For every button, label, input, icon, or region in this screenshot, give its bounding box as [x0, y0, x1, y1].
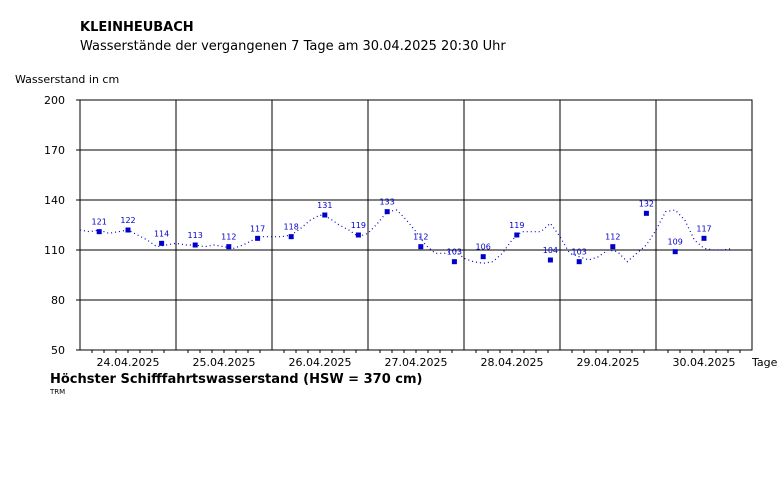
- data-point-label: 103: [447, 248, 462, 257]
- data-point-marker: [547, 257, 553, 263]
- x-tick-label: 25.04.2025: [193, 356, 256, 369]
- data-point-label: 112: [413, 233, 428, 242]
- data-point-label: 118: [284, 223, 299, 232]
- data-point-marker: [643, 210, 649, 216]
- data-point-label: 117: [250, 224, 265, 233]
- x-tick-label: 24.04.2025: [97, 356, 160, 369]
- data-point-label: 131: [317, 201, 332, 210]
- y-tick-label: 80: [51, 294, 65, 307]
- data-point-label: 133: [380, 198, 395, 207]
- data-point-marker: [576, 259, 582, 265]
- x-tick-label: 27.04.2025: [385, 356, 448, 369]
- y-axis-label: Wasserstand in cm: [15, 73, 120, 86]
- x-tick-label: 28.04.2025: [481, 356, 544, 369]
- y-tick-label: 110: [44, 244, 65, 257]
- data-point-label: 106: [476, 243, 491, 252]
- data-point-marker: [288, 234, 294, 240]
- data-point-label: 112: [605, 233, 620, 242]
- y-tick-label: 200: [44, 94, 65, 107]
- data-point-marker: [701, 235, 707, 241]
- data-point-marker: [192, 242, 198, 248]
- y-tick-label: 50: [51, 344, 65, 357]
- data-point-label: 112: [221, 233, 236, 242]
- data-point-marker: [451, 259, 457, 265]
- data-point-marker: [159, 240, 165, 246]
- x-tick-label: 30.04.2025: [673, 356, 736, 369]
- y-tick-label: 170: [44, 144, 65, 157]
- data-point-marker: [226, 244, 232, 250]
- data-point-marker: [255, 235, 261, 241]
- data-point-label: 117: [696, 224, 711, 233]
- data-point-label: 109: [668, 238, 683, 247]
- plot-frame: [79, 99, 753, 351]
- data-point-marker: [384, 209, 390, 215]
- data-point-label: 132: [639, 199, 654, 208]
- data-point-marker: [322, 212, 328, 218]
- data-point-label: 113: [188, 231, 203, 240]
- x-tick-label: 26.04.2025: [289, 356, 352, 369]
- data-point-marker: [355, 232, 361, 238]
- water-level-line: [79, 209, 733, 264]
- x-tick-label: 29.04.2025: [577, 356, 640, 369]
- data-point-label: 119: [351, 221, 366, 230]
- data-point-marker: [480, 254, 486, 260]
- data-point-label: 119: [509, 221, 524, 230]
- data-point-label: 121: [92, 218, 107, 227]
- data-point-marker: [125, 227, 131, 233]
- data-point-label: 103: [572, 248, 587, 257]
- data-point-marker: [96, 229, 102, 235]
- x-axis-label: Tage: [751, 356, 778, 369]
- data-point-label: 104: [543, 246, 558, 255]
- y-tick-label: 140: [44, 194, 65, 207]
- data-point-marker: [672, 249, 678, 255]
- hsw-footnote: Höchster Schifffahrtswasserstand (HSW = …: [50, 372, 423, 387]
- data-point-marker: [418, 244, 424, 250]
- data-point-label: 122: [120, 216, 135, 225]
- data-point-marker: [514, 232, 520, 238]
- station-name: KLEINHEUBACH: [80, 20, 194, 35]
- trm-mark: TRM: [50, 388, 66, 396]
- data-point-label: 114: [154, 229, 169, 238]
- chart-subtitle: Wasserstände der vergangenen 7 Tage am 3…: [80, 39, 506, 54]
- data-point-marker: [610, 244, 616, 250]
